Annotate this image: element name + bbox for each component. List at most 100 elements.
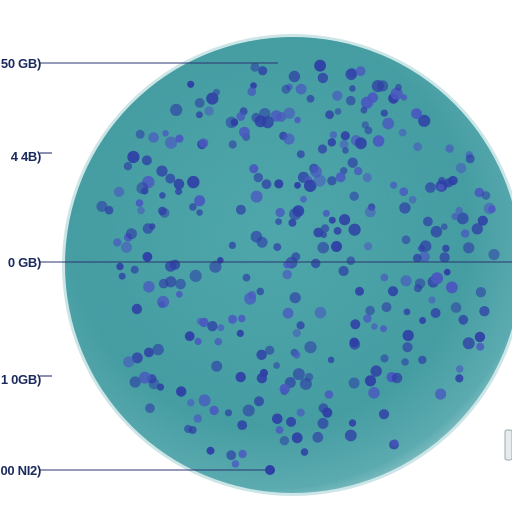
granule-dot: [381, 302, 392, 313]
granule-dot: [348, 419, 357, 427]
granule-dot: [455, 374, 464, 383]
granule-dot: [138, 371, 151, 384]
granule-dot: [460, 229, 470, 238]
granule-dot: [443, 268, 451, 276]
granule-dot: [207, 321, 218, 332]
granule-dot: [462, 337, 475, 350]
granule-dot: [175, 278, 186, 290]
granule-dot: [273, 362, 280, 369]
granule-dot: [295, 83, 307, 95]
granule-dot: [455, 206, 463, 215]
granule-dot: [322, 209, 330, 217]
granule-dot: [228, 140, 237, 149]
granule-dot: [275, 207, 285, 218]
granule-dot: [144, 347, 154, 358]
granule-dot: [258, 66, 268, 76]
granule-dot: [235, 204, 246, 215]
pointer-dot: [265, 465, 275, 475]
granule-dot: [332, 90, 343, 101]
granule-dot: [239, 126, 250, 138]
granule-dot: [198, 394, 211, 407]
granule-dot: [320, 224, 330, 233]
callout-label: 0 GB): [8, 255, 41, 270]
granule-dot: [335, 172, 346, 183]
granule-dot: [345, 68, 358, 81]
granule-dot: [380, 325, 387, 333]
granule-dot: [238, 449, 247, 459]
granule-dot: [292, 350, 301, 359]
granule-dot: [131, 352, 143, 364]
callout-label: 1 0GB): [1, 372, 41, 387]
granule-dot: [194, 195, 206, 207]
granule-dot: [317, 144, 328, 154]
granule-dot: [327, 356, 335, 364]
granule-dot: [195, 111, 203, 119]
granule-dot: [135, 199, 144, 207]
granule-dot: [382, 117, 395, 130]
edge-artifact: [504, 429, 512, 461]
granule-dot: [131, 303, 143, 315]
granule-dot: [325, 110, 334, 120]
granule-dot: [162, 130, 169, 137]
granule-dot: [419, 317, 427, 324]
granule-dot: [430, 225, 443, 238]
granule-dot: [340, 131, 350, 141]
granule-dot: [346, 95, 356, 106]
granule-dot: [225, 116, 238, 129]
granule-dot: [283, 260, 291, 269]
granule-dot: [259, 108, 271, 120]
granule-dot: [235, 371, 246, 383]
granule-dot: [204, 106, 214, 116]
label-group: 50 GB) 4 4B) 0 GB) 1 0GB) 00 NI2): [0, 56, 512, 478]
granule-dot: [165, 173, 176, 184]
granule-dot: [272, 413, 283, 425]
granule-dot: [286, 416, 297, 427]
granule-dot: [281, 84, 291, 94]
granule-dot: [414, 278, 426, 289]
granule-dot: [184, 331, 195, 342]
granule-dot: [314, 306, 327, 319]
granule-dot: [270, 110, 282, 122]
granule-dot: [431, 272, 444, 285]
granule-dot: [348, 377, 360, 389]
granule-dot: [350, 319, 361, 330]
granule-dot: [380, 354, 389, 363]
granule-dot: [288, 218, 297, 227]
granule-dot: [418, 355, 427, 365]
granule-dot: [170, 103, 183, 116]
granule-dot: [488, 248, 500, 261]
granule-dot: [165, 276, 177, 288]
granule-dot: [242, 404, 255, 417]
granule-dot: [274, 179, 284, 189]
granule-dot: [121, 241, 132, 253]
granule-dot: [458, 314, 469, 325]
granule-dot: [265, 345, 275, 355]
granule-dot: [259, 368, 268, 378]
granule-dot: [209, 260, 222, 273]
granule-dot: [127, 150, 140, 164]
granule-dot: [198, 138, 209, 148]
granule-dot: [157, 295, 170, 308]
granule-dot: [296, 150, 305, 159]
granule-dot: [251, 112, 261, 123]
granule-dot: [275, 426, 284, 434]
granule-dot: [242, 273, 251, 282]
granule-dot: [444, 178, 454, 188]
granule-dot: [477, 215, 488, 226]
granule-dot: [399, 187, 409, 197]
granule-dot: [294, 116, 301, 124]
granule-dot: [304, 372, 314, 382]
granule-dot: [327, 138, 336, 147]
granule-dot: [194, 98, 205, 108]
granule-dot: [463, 242, 475, 254]
granule-dot: [296, 408, 305, 417]
granule-dot: [135, 129, 145, 139]
granule-dot: [250, 62, 260, 72]
granule-dot: [114, 186, 125, 197]
granule-dot: [342, 147, 349, 154]
granule-dot: [333, 227, 342, 235]
granule-dot: [349, 338, 361, 350]
granule-dot: [123, 356, 135, 368]
granule-dot: [300, 195, 307, 203]
